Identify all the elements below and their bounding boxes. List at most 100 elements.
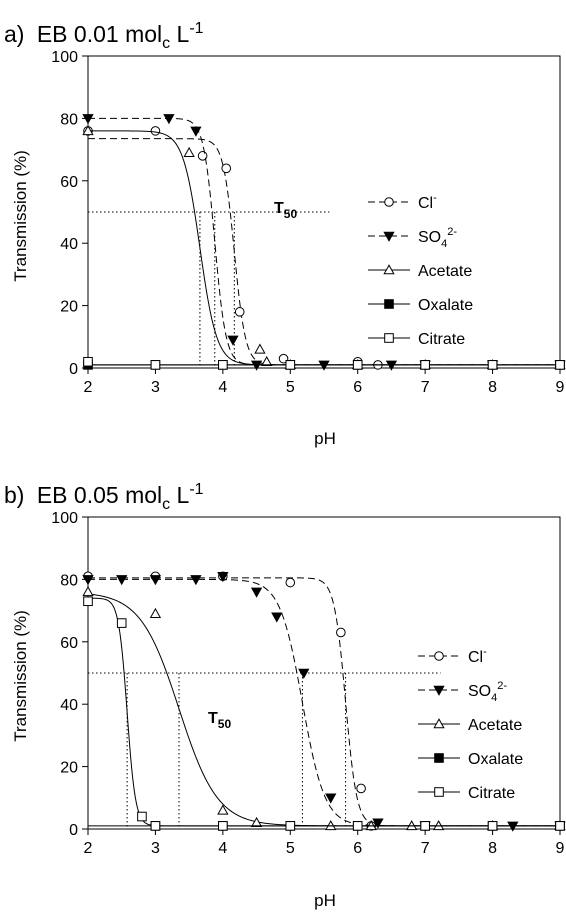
y-tick-label: 60	[60, 635, 78, 652]
data-point	[150, 126, 161, 136]
x-tick-label: 4	[218, 379, 227, 396]
data-point	[150, 360, 161, 370]
data-point	[82, 114, 94, 125]
y-tick-label: 20	[60, 760, 78, 777]
panel-a-title-sub: c	[162, 35, 170, 52]
panel-a-label: a)	[4, 21, 24, 47]
data-point	[372, 818, 384, 829]
legend-label: Citrate	[468, 785, 515, 802]
panel-a-ylabel: Transmission (%)	[11, 150, 30, 282]
data-point	[352, 360, 363, 370]
legend-item: Acetate	[368, 263, 472, 280]
data-point	[149, 575, 162, 586]
data-point	[285, 821, 296, 831]
panel-a-xlabel: pH	[314, 429, 336, 448]
panel-a-title-unit: L	[170, 21, 189, 47]
plot-area-a: 0 20 40 60 80 100 2 3 4 5 6 7 8 9 T50 Cl- SO42- Acetate Ox…	[51, 49, 566, 396]
panel-b-title-sup: -1	[189, 481, 203, 498]
legend-b: Cl- SO42- Acetate Oxalate Citrate	[418, 646, 523, 802]
legend-marker	[384, 299, 394, 309]
legend-marker	[434, 753, 444, 763]
legend-item: SO42-	[368, 226, 457, 250]
legend-item: Citrate	[368, 331, 465, 348]
legend-item: SO42-	[418, 680, 507, 704]
legend-item: Cl-	[368, 192, 437, 212]
x-tick-label: 3	[151, 840, 160, 857]
y-tick-label: 40	[60, 697, 78, 714]
series-fit-line	[88, 117, 560, 366]
data-point	[352, 821, 363, 831]
t50-guides: T50	[88, 200, 330, 368]
x-tick-label: 4	[218, 840, 227, 857]
data-point	[116, 618, 127, 628]
x-tick-label: 8	[488, 379, 497, 396]
data-point	[83, 356, 93, 367]
data-point	[116, 575, 128, 586]
data-point	[285, 360, 296, 370]
legend-item: Citrate	[418, 785, 515, 802]
data-point	[137, 811, 147, 822]
t50-label: T50	[274, 200, 297, 221]
data-point	[83, 596, 93, 607]
data-point	[190, 575, 202, 586]
x-tick-label: 5	[286, 379, 295, 396]
data-point	[420, 360, 430, 370]
legend-item: Oxalate	[418, 751, 523, 768]
data-point	[261, 355, 273, 367]
data-point	[555, 821, 565, 831]
x-tick-label: 7	[421, 840, 430, 857]
legend-label: Acetate	[468, 717, 522, 734]
chart-panel-a: a) EB 0.01 molc L-1 Transmission (%) pH	[4, 20, 336, 448]
x-tick-label: 9	[556, 840, 565, 857]
legend-marker	[434, 787, 444, 797]
data-point	[234, 307, 245, 317]
data-point	[217, 804, 229, 815]
data-point	[218, 360, 228, 370]
legend-marker	[383, 231, 395, 242]
panel-a-title: a) EB 0.01 molc L-1	[4, 20, 204, 52]
x-tick-label: 5	[286, 840, 295, 857]
legend-label: Oxalate	[418, 297, 473, 314]
data-point	[298, 668, 310, 679]
data-point	[227, 335, 239, 346]
panel-b-title-main: EB 0.05 mol	[37, 482, 162, 508]
y-tick-label: 20	[60, 299, 78, 316]
data-point	[325, 793, 337, 804]
panel-a-title-sup: -1	[189, 20, 203, 37]
data-point	[420, 821, 430, 831]
legend-marker	[383, 264, 395, 275]
data-point	[221, 163, 232, 174]
x-tick-label: 6	[353, 840, 362, 857]
x-tick-label: 2	[84, 840, 93, 857]
data-point	[149, 607, 162, 619]
data-point	[487, 821, 498, 831]
data-point	[250, 816, 263, 828]
legend-marker	[384, 333, 394, 343]
data-point	[555, 360, 565, 370]
series-cl	[83, 126, 565, 370]
legend-label: Cl-	[418, 192, 437, 212]
legend-marker	[433, 718, 445, 729]
legend-item: Cl-	[418, 646, 487, 666]
panel-a-title-main: EB 0.01 mol	[37, 21, 162, 47]
data-point	[82, 586, 94, 597]
plot-area-b: 0 20 40 60 80 100 2 3 4 5 6 7 8 9 T50 Cl- SO42- Acetate Ox…	[51, 510, 566, 857]
legend-label: Citrate	[418, 331, 465, 348]
data-point	[82, 575, 94, 586]
y-tick-label: 80	[60, 111, 78, 128]
data-point	[190, 126, 202, 137]
data-point	[250, 587, 263, 598]
x-tick-label: 3	[151, 379, 160, 396]
x-tick-label: 7	[421, 379, 430, 396]
series-so	[82, 114, 566, 371]
legend-item: Oxalate	[368, 297, 473, 314]
legend-marker	[434, 651, 444, 661]
legend-marker	[384, 197, 394, 207]
data-point	[271, 612, 283, 623]
y-tick-label: 80	[60, 572, 78, 589]
data-point	[285, 577, 296, 588]
data-point	[218, 821, 228, 831]
panel-b-ylabel: Transmission (%)	[11, 610, 30, 742]
data-point	[336, 627, 346, 638]
